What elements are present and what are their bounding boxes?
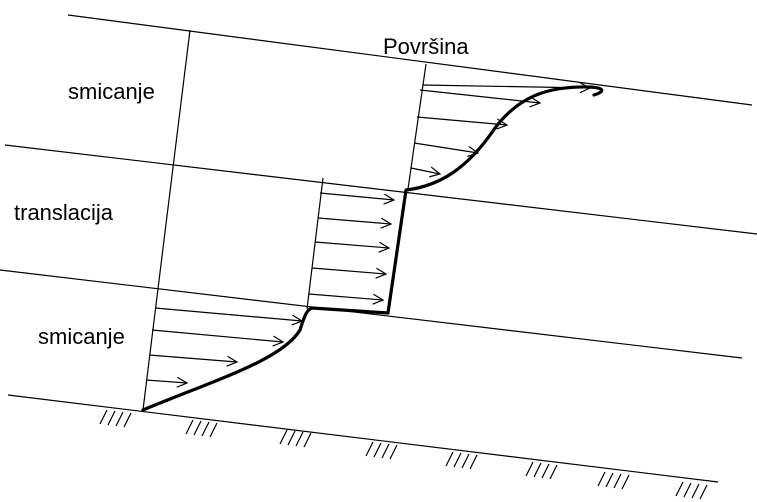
hatch-mark: [279, 429, 312, 448]
hatch-mark: [185, 419, 218, 438]
arrow: [419, 89, 540, 103]
zone-label-middle: translacija: [14, 200, 114, 225]
velocity-profile-curve: [141, 85, 604, 412]
hatch-mark: [597, 471, 630, 490]
arrow: [314, 241, 389, 248]
boundary-line-upper: [4, 144, 757, 235]
hatch-mark: [675, 481, 708, 500]
arrow: [145, 380, 187, 383]
ground-hatching: [99, 409, 708, 500]
velocity-arrows-top: [410, 85, 590, 174]
hatch-mark: [365, 441, 398, 460]
arrow: [148, 354, 237, 362]
surface-label: Površina: [383, 34, 469, 59]
reference-line-middle: [306, 177, 324, 310]
hatch-mark: [445, 451, 478, 470]
velocity-arrows-bottom: [145, 307, 302, 383]
arrow: [416, 116, 507, 125]
arrow: [319, 192, 394, 200]
reference-line-left: [142, 29, 191, 411]
arrow: [154, 307, 302, 321]
velocity-arrows-middle: [308, 192, 394, 300]
ground-base-line: [7, 394, 719, 483]
zone-label-top: smicanje: [68, 79, 155, 104]
arrow: [308, 293, 383, 300]
hatch-mark: [99, 409, 132, 428]
arrow: [311, 267, 386, 274]
arrow: [317, 217, 391, 224]
zone-label-bottom: smicanje: [38, 324, 125, 349]
arrow: [413, 142, 478, 153]
arrow: [410, 168, 440, 174]
hatch-mark: [525, 461, 558, 480]
surface-line: [67, 14, 753, 106]
arrow: [151, 329, 283, 342]
boundary-line-lower: [0, 269, 743, 359]
